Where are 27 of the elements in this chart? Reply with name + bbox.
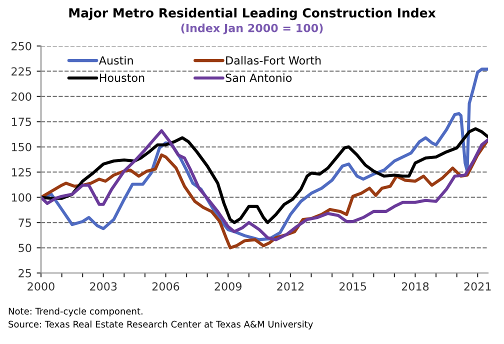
x-tick-label: 2012 [277,282,304,291]
chart-title: Major Metro Residential Leading Construction Index [69,8,436,20]
x-tick-label: 2015 [340,282,366,291]
chart-subtitle: (Index Jan 2000 = 100) [181,24,323,34]
legend-label: Dallas-Fort Worth [226,56,321,65]
legend-label: Houston [100,74,144,82]
x-tick-label: 2003 [90,282,117,291]
y-tick-label: 200 [12,92,32,101]
y-tick-label: 75 [18,218,31,227]
y-tick-label: 50 [18,244,32,252]
x-tick-label: 2021 [464,282,491,291]
x-tick-label: 2018 [402,282,429,291]
x-tick-label: 2009 [214,282,242,291]
source-note: Source: Texas Real Estate Research Center at Texas A&M University [8,320,313,330]
y-tick-label: 150 [12,142,32,152]
line-series [41,127,488,224]
y-tick-label: 125 [12,168,31,176]
x-tick-label: 2000 [28,282,54,291]
text: Note: Trend-cycle component. [8,308,142,316]
y-tick-label: 225 [12,67,31,76]
legend-label: Austin [98,56,133,65]
y-tick-label: 175 [12,118,31,126]
y-tick-label: 100 [12,193,32,202]
legend-label: San Antonio [226,73,292,82]
y-tick-label: 250 [12,42,32,50]
x-tick-label: 2006 [152,282,180,291]
y-tick-label: 25 [18,268,31,278]
